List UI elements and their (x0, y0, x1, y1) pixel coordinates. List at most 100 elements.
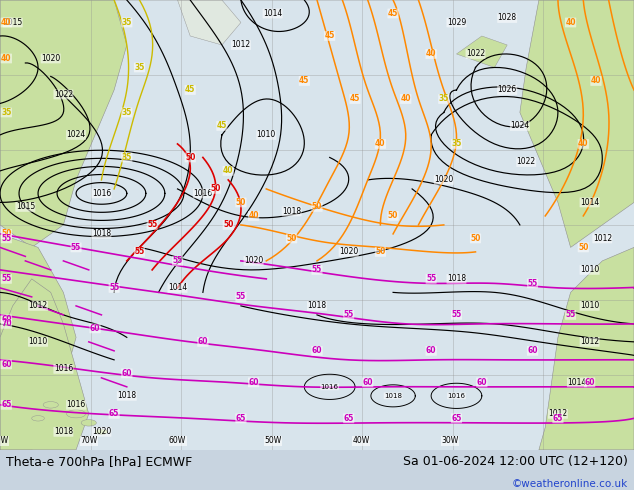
Text: 65: 65 (553, 414, 563, 423)
Text: 55: 55 (566, 310, 576, 319)
Text: 55: 55 (71, 243, 81, 252)
Text: 1015: 1015 (3, 18, 22, 27)
Ellipse shape (32, 416, 44, 421)
Text: 50: 50 (185, 153, 195, 162)
Text: 60: 60 (585, 378, 595, 387)
Text: 35: 35 (122, 153, 132, 162)
Text: 1020: 1020 (41, 54, 60, 63)
Text: 1028: 1028 (498, 14, 517, 23)
Text: 1016: 1016 (193, 189, 212, 198)
Text: ©weatheronline.co.uk: ©weatheronline.co.uk (512, 479, 628, 489)
Text: 1018: 1018 (92, 229, 111, 239)
Text: 1014: 1014 (263, 9, 282, 18)
Text: 1010: 1010 (580, 266, 599, 274)
Text: 45: 45 (299, 76, 309, 85)
Text: 1020: 1020 (434, 175, 453, 184)
Text: 40W: 40W (353, 436, 370, 445)
Text: 1020: 1020 (92, 427, 111, 436)
Text: 35: 35 (1, 108, 11, 117)
Text: 1014: 1014 (580, 198, 599, 207)
Text: 40: 40 (566, 18, 576, 27)
Text: 35: 35 (439, 95, 449, 103)
Text: 1012: 1012 (29, 301, 48, 310)
Text: 60: 60 (363, 378, 373, 387)
Text: 70: 70 (1, 319, 11, 328)
Text: 1010: 1010 (257, 130, 276, 140)
Text: 1018: 1018 (307, 301, 327, 310)
Text: 50W: 50W (264, 436, 281, 445)
Text: 50: 50 (578, 243, 588, 252)
Text: 50: 50 (470, 234, 481, 243)
Text: 60: 60 (90, 324, 100, 333)
Text: 60: 60 (527, 346, 538, 355)
Text: 1018: 1018 (117, 392, 136, 400)
Text: 60: 60 (477, 378, 487, 387)
Text: 1010: 1010 (580, 301, 599, 310)
Text: 40: 40 (426, 49, 436, 58)
Text: 1024: 1024 (67, 130, 86, 140)
Ellipse shape (95, 429, 108, 435)
Text: 65: 65 (109, 409, 119, 418)
Text: 1015: 1015 (16, 202, 35, 211)
Text: 1026: 1026 (498, 85, 517, 95)
Text: 1018: 1018 (282, 207, 301, 216)
Text: 55: 55 (109, 283, 119, 293)
Text: 50: 50 (1, 229, 11, 239)
Text: 1014: 1014 (168, 283, 187, 293)
Text: 55: 55 (134, 247, 145, 256)
Text: 40: 40 (401, 95, 411, 103)
Text: 55: 55 (1, 234, 11, 243)
Text: 35: 35 (134, 63, 145, 72)
Text: 50: 50 (223, 220, 233, 229)
Text: 35: 35 (122, 108, 132, 117)
Text: 80W: 80W (0, 436, 9, 445)
Ellipse shape (81, 419, 96, 426)
Text: 50: 50 (375, 247, 385, 256)
Text: 40: 40 (249, 211, 259, 220)
Text: 60: 60 (122, 369, 132, 378)
Text: 40: 40 (1, 18, 11, 27)
Polygon shape (0, 279, 89, 450)
Polygon shape (0, 0, 127, 247)
Text: 1022: 1022 (54, 90, 73, 99)
Text: 1029: 1029 (447, 18, 466, 27)
Text: 30W: 30W (441, 436, 459, 445)
Text: 50: 50 (312, 202, 322, 211)
Text: 1018: 1018 (384, 393, 402, 399)
Text: 40: 40 (375, 140, 385, 148)
Text: 60W: 60W (169, 436, 186, 445)
Text: 1012: 1012 (231, 41, 250, 49)
Text: 45: 45 (185, 85, 195, 95)
Text: 1016: 1016 (448, 393, 465, 399)
Text: 65: 65 (1, 400, 11, 409)
Polygon shape (456, 36, 507, 68)
Text: 40: 40 (591, 76, 601, 85)
Text: 55: 55 (236, 293, 246, 301)
Text: 55: 55 (172, 256, 183, 266)
Text: 1020: 1020 (244, 256, 263, 266)
Text: 1012: 1012 (593, 234, 612, 243)
Text: 60: 60 (1, 315, 11, 324)
Text: 1014: 1014 (567, 378, 586, 387)
Text: 55: 55 (451, 310, 462, 319)
Text: 60: 60 (426, 346, 436, 355)
Text: 55: 55 (312, 266, 322, 274)
Text: 65: 65 (451, 414, 462, 423)
Text: 60: 60 (249, 378, 259, 387)
Text: 1016: 1016 (67, 400, 86, 409)
Text: 65: 65 (344, 414, 354, 423)
Text: 1020: 1020 (339, 247, 358, 256)
Ellipse shape (67, 410, 86, 418)
Text: 1018: 1018 (54, 427, 73, 436)
Polygon shape (178, 0, 241, 45)
Polygon shape (520, 0, 634, 247)
Text: 60: 60 (312, 346, 322, 355)
Text: 55: 55 (527, 279, 538, 288)
Text: 1022: 1022 (466, 49, 485, 58)
Text: 40: 40 (1, 54, 11, 63)
Text: 45: 45 (325, 31, 335, 41)
Text: 50: 50 (287, 234, 297, 243)
Text: 55: 55 (344, 310, 354, 319)
Text: 50: 50 (210, 184, 221, 194)
Text: 65: 65 (236, 414, 246, 423)
